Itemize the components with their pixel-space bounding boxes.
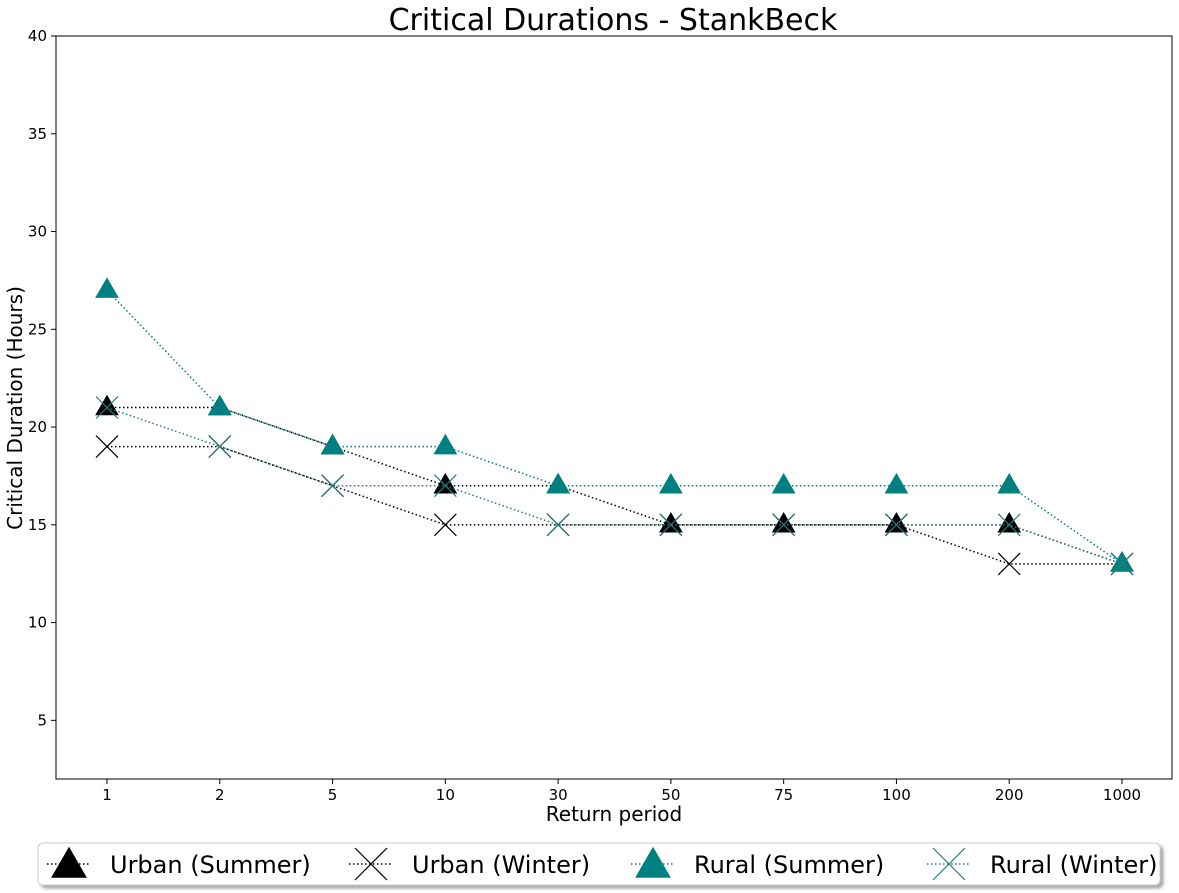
y-axis-label: Critical Duration (Hours) <box>3 286 27 530</box>
legend-label: Rural (Summer) <box>694 851 884 879</box>
data-point-cross <box>433 474 457 498</box>
series-line <box>106 406 1123 565</box>
data-point-cross <box>321 474 344 498</box>
x-tick-label: 1000 <box>1103 786 1141 804</box>
x-tick-label: 100 <box>882 786 911 804</box>
data-point-triangle <box>659 472 683 494</box>
x-axis: 1 2 5 10 30 50 75 100 200 1000 <box>102 779 1141 804</box>
data-point-triangle <box>1110 551 1134 572</box>
y-tick-label: 20 <box>28 418 47 436</box>
data-point-triangle <box>433 433 458 455</box>
legend: Urban (Summer) Urban (Winter) Rural (Summe… <box>37 842 1161 886</box>
y-tick-label: 40 <box>28 27 47 45</box>
series-layer <box>95 277 1134 576</box>
data-point-cross <box>997 513 1021 537</box>
data-point-triangle <box>884 512 909 533</box>
data-point-triangle <box>997 472 1022 494</box>
legend-triangle-swatch <box>51 846 87 878</box>
legend-label: Urban (Summer) <box>110 851 311 879</box>
y-tick-label: 25 <box>28 320 47 338</box>
legend-triangle-swatch <box>635 846 671 878</box>
chart-title: Critical Durations - StankBeck <box>389 3 838 38</box>
data-point-cross <box>546 513 570 537</box>
plot-area-frame <box>55 35 1173 780</box>
legend-item: Rural (Winter) <box>927 847 1158 881</box>
data-point-triangle <box>433 472 458 494</box>
y-tick-label: 15 <box>28 516 47 534</box>
legend-label: Urban (Winter) <box>412 851 590 879</box>
data-point-cross <box>433 513 457 537</box>
data-point-triangle <box>546 472 570 494</box>
series-rural-summer <box>95 277 1134 572</box>
legend-item: Rural (Summer) <box>631 846 884 879</box>
legend-box <box>37 842 1161 886</box>
legend-cross-swatch <box>354 847 388 881</box>
data-point-cross <box>885 513 908 537</box>
series-line <box>107 406 1123 565</box>
data-point-triangle <box>207 394 232 416</box>
data-point-triangle <box>997 512 1022 533</box>
x-tick-label: 200 <box>995 786 1024 804</box>
series-line <box>106 289 1123 565</box>
x-tick-label: 1 <box>102 786 112 804</box>
legend-item: Urban (Summer) <box>47 846 311 879</box>
x-tick-label: 75 <box>774 786 793 804</box>
legend-cross-swatch <box>932 847 966 881</box>
data-point-cross <box>1110 552 1134 576</box>
series-urban-winter <box>95 435 1134 576</box>
data-point-cross <box>997 552 1021 576</box>
data-point-triangle <box>771 472 796 494</box>
y-tick-label: 30 <box>28 223 47 241</box>
x-tick-label: 10 <box>436 786 455 804</box>
x-tick-label: 2 <box>215 786 225 804</box>
data-point-triangle <box>659 512 683 533</box>
data-point-cross <box>208 435 232 459</box>
series-line <box>107 445 1122 565</box>
x-tick-label: 5 <box>328 786 338 804</box>
data-point-triangle <box>95 277 119 298</box>
series-rural-winter <box>95 396 1134 576</box>
x-tick-label: 50 <box>661 786 680 804</box>
series-urban-summer <box>95 394 1134 572</box>
legend-label: Rural (Winter) <box>990 851 1158 879</box>
data-point-cross <box>772 513 796 537</box>
data-point-triangle <box>95 394 119 416</box>
data-point-triangle <box>884 472 909 494</box>
data-point-triangle <box>320 433 345 455</box>
y-tick-label: 5 <box>37 711 47 729</box>
legend-item: Urban (Winter) <box>349 847 590 881</box>
x-axis-label: Return period <box>546 802 682 826</box>
data-point-cross <box>95 396 119 419</box>
y-axis: 5 10 15 20 25 30 35 40 <box>28 27 56 729</box>
x-tick-label: 30 <box>549 786 568 804</box>
data-point-cross <box>659 513 683 537</box>
data-point-cross <box>95 435 119 459</box>
data-point-triangle <box>771 512 796 533</box>
y-tick-label: 10 <box>28 614 47 632</box>
y-tick-label: 35 <box>28 125 47 143</box>
